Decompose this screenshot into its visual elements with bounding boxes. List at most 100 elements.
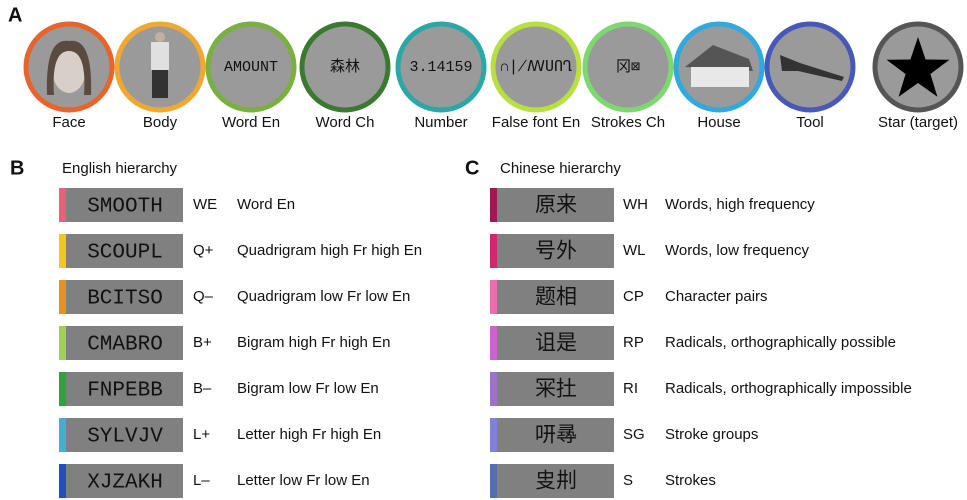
condition-code: L– <box>193 472 210 489</box>
stimulus-label: Body <box>143 114 178 131</box>
stimulus-glyph: ∩∤ꟿՍՈՂ <box>500 58 572 76</box>
stimulus-label: Face <box>52 114 85 131</box>
condition-description: Radicals, orthographically possible <box>665 334 896 351</box>
stimulus-text: XJZAKH <box>87 472 163 495</box>
stimulus-box <box>497 418 614 452</box>
color-stripe <box>59 280 66 314</box>
stimulus-label: Number <box>414 114 467 131</box>
condition-description: Letter low Fr low En <box>237 472 370 489</box>
stimulus-glyph: AMOUNT <box>224 59 278 76</box>
condition-code: WH <box>623 196 648 213</box>
color-stripe <box>59 418 66 452</box>
stimulus-circle <box>490 21 582 113</box>
color-stripe <box>59 464 66 498</box>
condition-description: Quadrigram high Fr high En <box>237 242 422 259</box>
condition-code: B– <box>193 380 212 397</box>
stimulus-label: Word Ch <box>316 114 375 131</box>
stimulus-text: 号外 <box>535 240 577 265</box>
color-stripe <box>490 464 497 498</box>
condition-description: Quadrigram low Fr low En <box>237 288 410 305</box>
stimulus-label: Word En <box>222 114 280 131</box>
condition-code: Q+ <box>193 242 214 259</box>
condition-description: Bigram high Fr high En <box>237 334 390 351</box>
stimulus-text: 咞㝷 <box>535 425 577 449</box>
wall-icon <box>691 67 749 87</box>
stimulus-circle <box>582 21 674 113</box>
condition-description: Word En <box>237 196 295 213</box>
stimulus-box <box>66 418 183 452</box>
legs-icon <box>152 70 168 98</box>
torso-icon <box>151 42 169 70</box>
stimulus-label: Strokes Ch <box>591 114 665 131</box>
color-stripe <box>490 280 497 314</box>
stimulus-text: 诅是 <box>535 333 577 357</box>
stimulus-box <box>66 372 183 406</box>
stimulus-circle <box>395 21 487 113</box>
stimulus-box <box>497 372 614 406</box>
condition-description: Words, low frequency <box>665 242 809 259</box>
color-stripe <box>490 188 497 222</box>
color-stripe <box>490 326 497 360</box>
stimulus-box <box>497 188 614 222</box>
stimulus-glyph: 森林 <box>330 58 360 76</box>
panel-label: B <box>10 157 24 179</box>
face-icon <box>52 45 86 93</box>
stimulus-box <box>497 234 614 268</box>
stimulus-text: CMABRO <box>87 334 163 357</box>
stimulus-box <box>66 234 183 268</box>
stimulus-box <box>497 326 614 360</box>
condition-description: Character pairs <box>665 288 768 305</box>
stimulus-text: 题相 <box>535 286 577 311</box>
condition-code: Q– <box>193 288 214 305</box>
condition-code: WL <box>623 242 646 259</box>
stimulus-text: SCOUPL <box>87 242 163 265</box>
color-stripe <box>59 188 66 222</box>
stimulus-circle <box>299 21 391 113</box>
panel-label: A <box>8 4 22 26</box>
condition-code: B+ <box>193 334 212 351</box>
color-stripe <box>490 234 497 268</box>
condition-code: WE <box>193 196 217 213</box>
condition-description: Radicals, orthographically impossible <box>665 380 912 397</box>
condition-description: Stroke groups <box>665 426 758 443</box>
color-stripe <box>490 418 497 452</box>
condition-code: S <box>623 472 633 489</box>
condition-code: RI <box>623 380 638 397</box>
star-icon <box>886 37 950 97</box>
stimulus-text: 冞扗 <box>535 378 577 403</box>
stimulus-label: House <box>697 114 740 131</box>
stimulus-text: SMOOTH <box>87 196 163 219</box>
condition-code: CP <box>623 288 644 305</box>
stimulus-text: FNPEBB <box>87 380 163 403</box>
stimulus-glyph: 冈⊠ <box>616 59 640 76</box>
panel-title: English hierarchy <box>62 160 178 177</box>
stimulus-glyph: 3.14159 <box>409 59 472 76</box>
condition-code: L+ <box>193 426 210 443</box>
panel-title: Chinese hierarchy <box>500 160 621 177</box>
stimulus-label: Tool <box>796 114 824 131</box>
color-stripe <box>59 234 66 268</box>
stimulus-label: False font En <box>492 114 580 131</box>
color-stripe <box>59 372 66 406</box>
stimulus-text: 原来 <box>535 194 577 219</box>
condition-description: Strokes <box>665 472 716 489</box>
stimulus-box <box>497 464 614 498</box>
head-icon <box>155 32 165 42</box>
stimulus-box <box>66 464 183 498</box>
stimulus-text: SYLVJV <box>87 426 163 449</box>
stimulus-box <box>66 326 183 360</box>
stimulus-circle <box>205 21 297 113</box>
roof-icon <box>685 45 753 71</box>
condition-description: Bigram low Fr low En <box>237 380 379 397</box>
color-stripe <box>490 372 497 406</box>
condition-code: SG <box>623 426 645 443</box>
stimulus-label: Star (target) <box>878 114 958 131</box>
stimulus-box <box>66 280 183 314</box>
condition-code: RP <box>623 334 644 351</box>
condition-description: Letter high Fr high En <box>237 426 381 443</box>
tool-icon <box>780 55 844 81</box>
panel-label: C <box>465 157 479 179</box>
stimulus-box <box>66 188 183 222</box>
